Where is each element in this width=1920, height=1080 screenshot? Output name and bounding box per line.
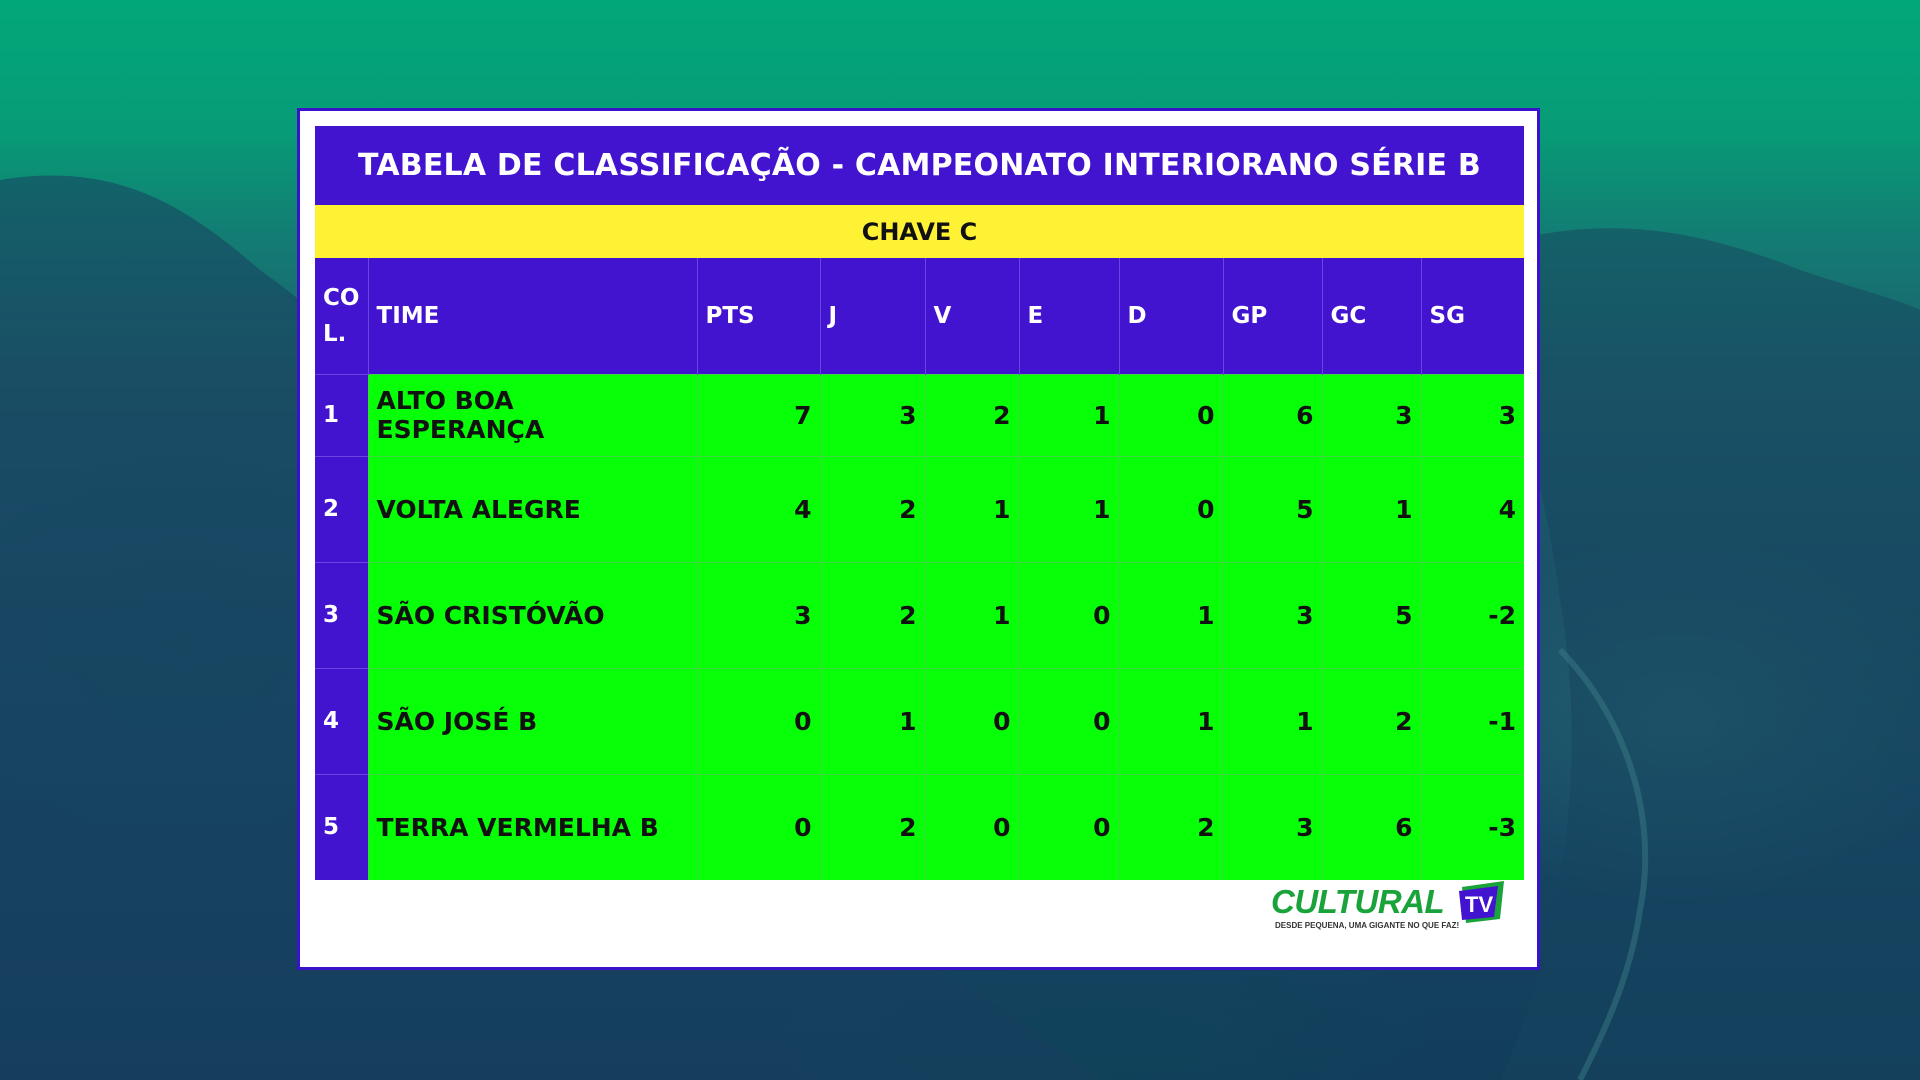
tv-icon: TV — [1459, 881, 1504, 923]
table-row: 5 TERRA VERMELHA B 0 2 0 0 2 3 6 -3 — [315, 773, 1524, 880]
cell-draws: 0 — [1018, 561, 1119, 668]
table-title: TABELA DE CLASSIFICAÇÃO - CAMPEONATO INT… — [315, 126, 1524, 205]
cell-draws: 0 — [1018, 773, 1119, 880]
cell-goals-against: 5 — [1321, 561, 1421, 668]
standings-card: TABELA DE CLASSIFICAÇÃO - CAMPEONATO INT… — [297, 108, 1540, 970]
cell-games: 2 — [819, 561, 925, 668]
group-label: CHAVE C — [315, 205, 1524, 258]
cell-team: SÃO JOSÉ B — [367, 667, 697, 774]
cell-goals-against: 6 — [1321, 773, 1421, 880]
cell-games: 3 — [819, 373, 925, 456]
header-goals-for: GP — [1222, 258, 1322, 374]
cell-goals-for: 5 — [1222, 455, 1322, 562]
cell-wins: 1 — [924, 455, 1019, 562]
table-row: 4 SÃO JOSÉ B 0 1 0 0 1 1 2 -1 — [315, 667, 1524, 774]
cell-losses: 1 — [1118, 561, 1223, 668]
cell-draws: 0 — [1018, 667, 1119, 774]
cell-goals-against: 3 — [1321, 373, 1421, 456]
cell-points: 3 — [696, 561, 820, 668]
cell-goals-against: 1 — [1321, 455, 1421, 562]
table-row: 2 VOLTA ALEGRE 4 2 1 1 0 5 1 4 — [315, 455, 1524, 562]
header-team: TIME — [367, 258, 697, 374]
table-row: 3 SÃO CRISTÓVÃO 3 2 1 0 1 3 5 -2 — [315, 561, 1524, 668]
cell-position: 2 — [315, 455, 368, 562]
header-goals-against: GC — [1321, 258, 1421, 374]
header-goal-difference: SG — [1420, 258, 1524, 374]
cell-games: 2 — [819, 455, 925, 562]
cell-points: 7 — [696, 373, 820, 456]
cell-draws: 1 — [1018, 455, 1119, 562]
logo-badge: TV — [1465, 892, 1493, 917]
cell-team: VOLTA ALEGRE — [367, 455, 697, 562]
cell-draws: 1 — [1018, 373, 1119, 456]
header-position: CO L. — [315, 258, 368, 374]
cell-losses: 2 — [1118, 773, 1223, 880]
header-row: CO L. TIME PTS J V E D GP GC SG — [315, 258, 1524, 374]
cell-points: 0 — [696, 667, 820, 774]
cell-goal-difference: 4 — [1420, 455, 1524, 562]
logo-tagline: DESDE PEQUENA, UMA GIGANTE NO QUE FAZ! — [1275, 921, 1460, 930]
cell-goals-for: 3 — [1222, 773, 1322, 880]
cell-wins: 1 — [924, 561, 1019, 668]
cell-goal-difference: 3 — [1420, 373, 1524, 456]
logo-name: CULTURAL — [1271, 883, 1445, 920]
header-games: J — [819, 258, 925, 374]
cell-points: 4 — [696, 455, 820, 562]
table-row: 1 ALTO BOA ESPERANÇA 7 3 2 1 0 6 3 3 — [315, 373, 1524, 456]
header-wins: V — [924, 258, 1019, 374]
cell-team: SÃO CRISTÓVÃO — [367, 561, 697, 668]
header-draws: E — [1018, 258, 1119, 374]
cell-position: 5 — [315, 773, 368, 880]
header-losses: D — [1118, 258, 1223, 374]
cell-team: TERRA VERMELHA B — [367, 773, 697, 880]
cell-losses: 0 — [1118, 373, 1223, 456]
cell-goals-for: 6 — [1222, 373, 1322, 456]
cell-wins: 0 — [924, 667, 1019, 774]
cell-points: 0 — [696, 773, 820, 880]
cell-goal-difference: -1 — [1420, 667, 1524, 774]
cell-wins: 2 — [924, 373, 1019, 456]
cell-games: 1 — [819, 667, 925, 774]
header-points: PTS — [696, 258, 820, 374]
cell-losses: 0 — [1118, 455, 1223, 562]
cell-goal-difference: -3 — [1420, 773, 1524, 880]
cell-goal-difference: -2 — [1420, 561, 1524, 668]
cell-position: 4 — [315, 667, 368, 774]
cell-position: 1 — [315, 373, 368, 456]
cell-losses: 1 — [1118, 667, 1223, 774]
cell-wins: 0 — [924, 773, 1019, 880]
cell-games: 2 — [819, 773, 925, 880]
cell-team: ALTO BOA ESPERANÇA — [367, 373, 697, 456]
cultural-tv-logo: CULTURAL DESDE PEQUENA, UMA GIGANTE NO Q… — [1271, 881, 1511, 937]
standings-table: CO L. TIME PTS J V E D GP GC SG 1 ALTO B… — [315, 258, 1524, 880]
cell-goals-against: 2 — [1321, 667, 1421, 774]
cell-goals-for: 1 — [1222, 667, 1322, 774]
cell-goals-for: 3 — [1222, 561, 1322, 668]
cell-position: 3 — [315, 561, 368, 668]
